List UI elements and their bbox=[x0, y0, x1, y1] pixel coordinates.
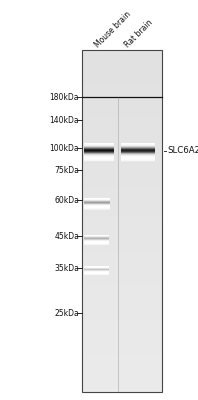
Bar bbox=[82, 370, 162, 375]
Bar bbox=[82, 110, 162, 114]
Bar bbox=[82, 306, 162, 311]
Bar bbox=[82, 208, 162, 212]
Bar bbox=[82, 84, 162, 88]
Bar bbox=[82, 174, 162, 178]
Bar bbox=[82, 366, 162, 371]
Bar bbox=[82, 92, 162, 97]
Bar bbox=[82, 280, 162, 285]
Bar bbox=[82, 349, 162, 354]
Bar bbox=[82, 88, 162, 93]
Bar bbox=[82, 276, 162, 281]
Bar bbox=[82, 225, 162, 230]
Bar bbox=[82, 50, 162, 392]
Bar bbox=[82, 293, 162, 298]
Text: 25kDa: 25kDa bbox=[54, 309, 79, 318]
Bar bbox=[82, 336, 162, 341]
Bar bbox=[82, 131, 162, 136]
Bar bbox=[82, 97, 162, 101]
Bar bbox=[82, 387, 162, 392]
Bar bbox=[82, 332, 162, 336]
Bar bbox=[82, 122, 162, 127]
Bar bbox=[82, 126, 162, 131]
Bar bbox=[82, 272, 162, 276]
Bar bbox=[82, 62, 162, 67]
Bar bbox=[82, 250, 162, 255]
Bar bbox=[82, 105, 162, 110]
Bar bbox=[82, 216, 162, 221]
Bar bbox=[82, 75, 162, 80]
Text: 180kDa: 180kDa bbox=[50, 93, 79, 102]
Text: 140kDa: 140kDa bbox=[50, 116, 79, 125]
Bar bbox=[82, 144, 162, 148]
Bar bbox=[82, 80, 162, 84]
Text: 100kDa: 100kDa bbox=[50, 144, 79, 153]
Bar bbox=[82, 340, 162, 345]
Bar bbox=[82, 67, 162, 71]
Bar bbox=[82, 182, 162, 187]
Bar bbox=[82, 268, 162, 272]
Bar bbox=[82, 362, 162, 366]
Bar bbox=[82, 238, 162, 242]
Text: Mouse brain: Mouse brain bbox=[93, 10, 132, 49]
Bar bbox=[82, 148, 162, 153]
Bar bbox=[82, 323, 162, 328]
Bar bbox=[82, 135, 162, 140]
Bar bbox=[82, 263, 162, 268]
Bar bbox=[82, 101, 162, 106]
Bar bbox=[82, 298, 162, 302]
Bar bbox=[82, 315, 162, 319]
Bar bbox=[82, 50, 162, 54]
Bar bbox=[82, 285, 162, 290]
Bar bbox=[82, 379, 162, 384]
Bar bbox=[82, 221, 162, 225]
Bar bbox=[82, 71, 162, 76]
Bar bbox=[82, 58, 162, 63]
Bar bbox=[82, 199, 162, 204]
Bar bbox=[82, 383, 162, 388]
Bar bbox=[82, 186, 162, 191]
Bar bbox=[82, 118, 162, 123]
Bar bbox=[82, 358, 162, 362]
Bar bbox=[82, 344, 162, 349]
Text: 35kDa: 35kDa bbox=[54, 264, 79, 273]
Text: Rat brain: Rat brain bbox=[123, 18, 155, 49]
Bar bbox=[82, 195, 162, 200]
Bar bbox=[82, 302, 162, 306]
Bar bbox=[82, 328, 162, 332]
Bar bbox=[82, 212, 162, 217]
Bar bbox=[82, 255, 162, 260]
Bar bbox=[82, 353, 162, 358]
Bar bbox=[82, 54, 162, 58]
Bar bbox=[82, 310, 162, 315]
Bar bbox=[82, 178, 162, 182]
Bar bbox=[82, 169, 162, 174]
Bar bbox=[82, 234, 162, 238]
Bar bbox=[82, 114, 162, 118]
Bar bbox=[82, 191, 162, 195]
Text: 60kDa: 60kDa bbox=[54, 196, 79, 205]
Bar bbox=[82, 152, 162, 157]
Text: SLC6A2: SLC6A2 bbox=[167, 146, 198, 155]
Bar bbox=[82, 156, 162, 161]
Bar bbox=[82, 242, 162, 247]
Bar bbox=[82, 374, 162, 379]
Bar bbox=[82, 259, 162, 264]
Bar bbox=[82, 204, 162, 208]
Bar bbox=[82, 139, 162, 144]
Text: 75kDa: 75kDa bbox=[54, 166, 79, 175]
Bar bbox=[82, 165, 162, 170]
Bar bbox=[82, 246, 162, 251]
Bar bbox=[82, 319, 162, 324]
Text: 45kDa: 45kDa bbox=[54, 232, 79, 241]
Bar bbox=[82, 229, 162, 234]
Bar bbox=[82, 289, 162, 294]
Bar bbox=[82, 161, 162, 166]
